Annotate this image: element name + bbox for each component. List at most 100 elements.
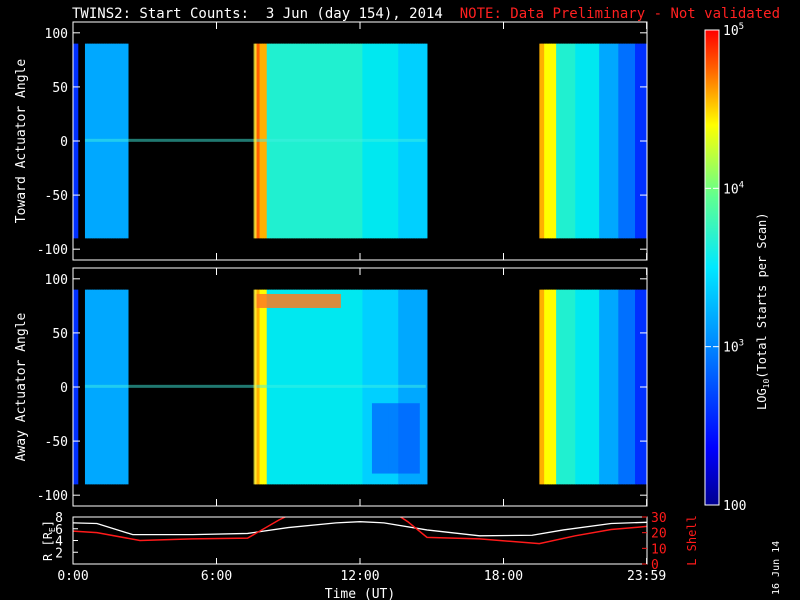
heatmap-column xyxy=(627,289,631,485)
left-y-tick-label: 4 xyxy=(55,535,63,550)
ephemeris-lines xyxy=(73,517,647,545)
heatmap-column xyxy=(580,43,583,239)
l-shell-series-line xyxy=(73,517,647,545)
heatmap-columns xyxy=(73,43,648,239)
heatmap-column xyxy=(606,43,610,239)
edge-stripe xyxy=(253,43,257,239)
heatmap-column xyxy=(568,289,571,485)
x-tick-label: 6:00 xyxy=(201,569,232,584)
preliminary-note: NOTE: Data Preliminary - Not validated xyxy=(459,6,781,22)
heatmap-column xyxy=(603,289,607,485)
heatmap-column xyxy=(572,43,576,239)
heatmap-column xyxy=(539,43,543,239)
away-angle-panel: 100 50 0 -50 -100 Away Actuator Angle xyxy=(14,267,648,507)
heatmap-column xyxy=(565,289,569,485)
left-y-tick-label: 6 xyxy=(55,523,63,538)
low-count-region xyxy=(371,403,420,474)
heatmap-column xyxy=(591,289,595,485)
y-tick-label: 100 xyxy=(45,273,68,288)
heatmap-column xyxy=(553,289,557,485)
colorbar-tick-base: 10 xyxy=(723,182,739,197)
heatmap-column xyxy=(544,43,548,239)
left-y-tick-label: 8 xyxy=(55,511,63,526)
heatmap-column xyxy=(608,43,612,239)
heatmap-column xyxy=(424,289,428,485)
heatmap-column xyxy=(575,43,579,239)
colorbar-tick-label: 105 xyxy=(723,22,744,39)
heatmap-column xyxy=(611,43,615,239)
heatmap-column xyxy=(551,43,555,239)
heatmap-column xyxy=(560,289,564,485)
heatmap-column xyxy=(611,289,615,485)
heatmap-column xyxy=(620,289,624,485)
heatmap-column xyxy=(563,43,567,239)
y-tick-label: 50 xyxy=(52,327,68,342)
colorbar-tick-label: 100 xyxy=(723,499,746,514)
heatmap-column xyxy=(570,289,574,485)
y-tick-label: -100 xyxy=(37,489,68,504)
heatmap-column xyxy=(618,43,622,239)
y-tick-label: 0 xyxy=(60,135,68,150)
title-text: TWINS2: Start Counts: 3 Jun (day 154), 2… xyxy=(72,6,443,22)
heatmap-column xyxy=(572,289,576,485)
heatmap-column xyxy=(599,43,603,239)
y-tick-label: 100 xyxy=(45,27,68,42)
left-y-axis-label-base: R [R xyxy=(41,531,55,561)
heatmap-column xyxy=(575,289,579,485)
heatmap-column xyxy=(613,289,617,485)
heatmap-column xyxy=(548,289,552,485)
colorbar-tick-exponent: 3 xyxy=(739,339,744,349)
heatmap-column xyxy=(577,289,581,485)
heatmap-column xyxy=(603,43,607,239)
heatmap-column xyxy=(627,43,631,239)
heatmap-column xyxy=(560,43,564,239)
heatmap-column xyxy=(630,43,634,239)
x-axis-label: Time (UT) xyxy=(325,587,395,600)
heatmap-column xyxy=(637,289,641,485)
heatmap-column xyxy=(577,43,581,239)
heatmap-column xyxy=(589,43,593,239)
heatmap-column xyxy=(558,43,562,239)
right-y-tick-label: 10 xyxy=(651,542,667,557)
left-y-tick-label: 2 xyxy=(55,546,63,561)
heatmap-column xyxy=(625,289,629,485)
heatmap-column xyxy=(587,289,591,485)
heatmap-column xyxy=(615,289,619,485)
y-tick-label: 50 xyxy=(52,81,68,96)
heatmap-column xyxy=(589,289,593,485)
y-tick-label: -50 xyxy=(45,435,68,450)
heatmap-column xyxy=(558,289,562,485)
heatmap-column xyxy=(623,289,626,485)
heatmap-column xyxy=(551,289,555,485)
heatmap-column xyxy=(541,43,545,239)
heatmap-column xyxy=(582,289,586,485)
colorbar-label: LOG10(Total Starts per Scan) xyxy=(755,213,771,411)
y-tick-label: -100 xyxy=(37,243,68,258)
y-tick-label: 0 xyxy=(60,381,68,396)
colorbar-tick-label: 104 xyxy=(723,180,744,197)
heatmap-column xyxy=(596,289,600,485)
colorbar-tick-exponent: 5 xyxy=(739,22,744,32)
toward-angle-panel: 100 50 0 -50 -100 Toward Actuator Angle xyxy=(14,21,648,261)
heatmap-column xyxy=(563,289,567,485)
colorbar-label-base: LOG xyxy=(755,388,769,410)
heatmap-column xyxy=(556,43,560,239)
heatmap-column xyxy=(596,43,600,239)
y-axis-label: Away Actuator Angle xyxy=(14,312,29,461)
left-y-axis-label-sub: E xyxy=(48,527,57,532)
r-series-line xyxy=(73,521,647,537)
left-y-axis-label-close: ] xyxy=(41,520,55,527)
heatmap-column xyxy=(601,43,605,239)
heatmap-column xyxy=(630,289,634,485)
x-tick-label: 0:00 xyxy=(57,569,88,584)
heatmap-column xyxy=(539,289,543,485)
heatmap-column xyxy=(570,43,574,239)
right-y-tick-label: 0 xyxy=(651,558,659,573)
date-stamp: 16 Jun 14 xyxy=(771,540,782,595)
y-axis-label: Toward Actuator Angle xyxy=(14,59,29,224)
right-y-axis-label: L Shell xyxy=(685,515,699,566)
heatmap-column xyxy=(623,43,626,239)
